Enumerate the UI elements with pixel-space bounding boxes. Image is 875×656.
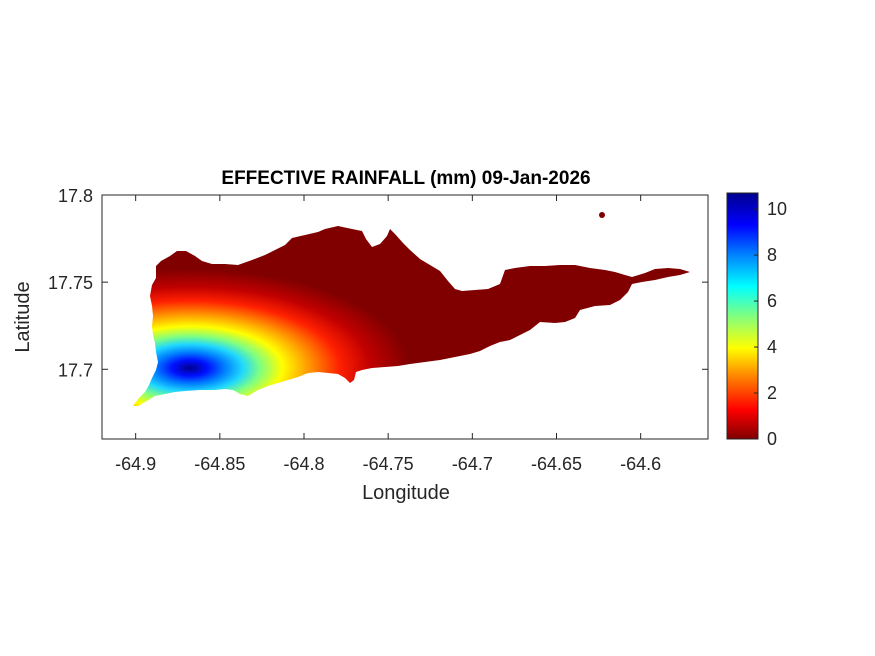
y-axis-ticks: 17.7 17.75 17.8 <box>48 186 708 380</box>
plot-axes-frame <box>101 194 709 440</box>
x-tick-label: -64.65 <box>531 454 582 474</box>
x-axis-label: Longitude <box>362 482 450 504</box>
x-axis-ticks: -64.9 -64.85 -64.8 -64.75 -64.7 -64.65 -64.6 <box>115 195 661 474</box>
x-tick-label: -64.75 <box>363 454 414 474</box>
colorbar-tick-label: 0 <box>767 429 777 449</box>
x-tick-label: -64.7 <box>452 454 493 474</box>
x-tick-label: -64.6 <box>620 454 661 474</box>
y-axis-label: Latitude <box>12 281 34 352</box>
colorbar-ticks: 0 2 4 6 8 10 <box>754 199 787 449</box>
y-tick-label: 17.8 <box>58 186 93 206</box>
colorbar-tick-label: 4 <box>767 337 777 357</box>
colorbar-tick-label: 6 <box>767 291 777 311</box>
island-rainfall-field <box>133 226 690 406</box>
y-tick-label: 17.75 <box>48 273 93 293</box>
colorbar-tick-label: 2 <box>767 383 777 403</box>
colorbar-tick-label: 10 <box>767 199 787 219</box>
x-tick-label: -64.85 <box>194 454 245 474</box>
y-tick-label: 17.7 <box>58 360 93 380</box>
colorbar-tick-label: 8 <box>767 245 777 265</box>
colorbar <box>726 192 759 440</box>
x-tick-label: -64.9 <box>115 454 156 474</box>
x-tick-label: -64.8 <box>283 454 324 474</box>
small-island-marker <box>599 212 605 218</box>
chart-title: EFFECTIVE RAINFALL (mm) 09-Jan-2026 <box>221 168 590 189</box>
